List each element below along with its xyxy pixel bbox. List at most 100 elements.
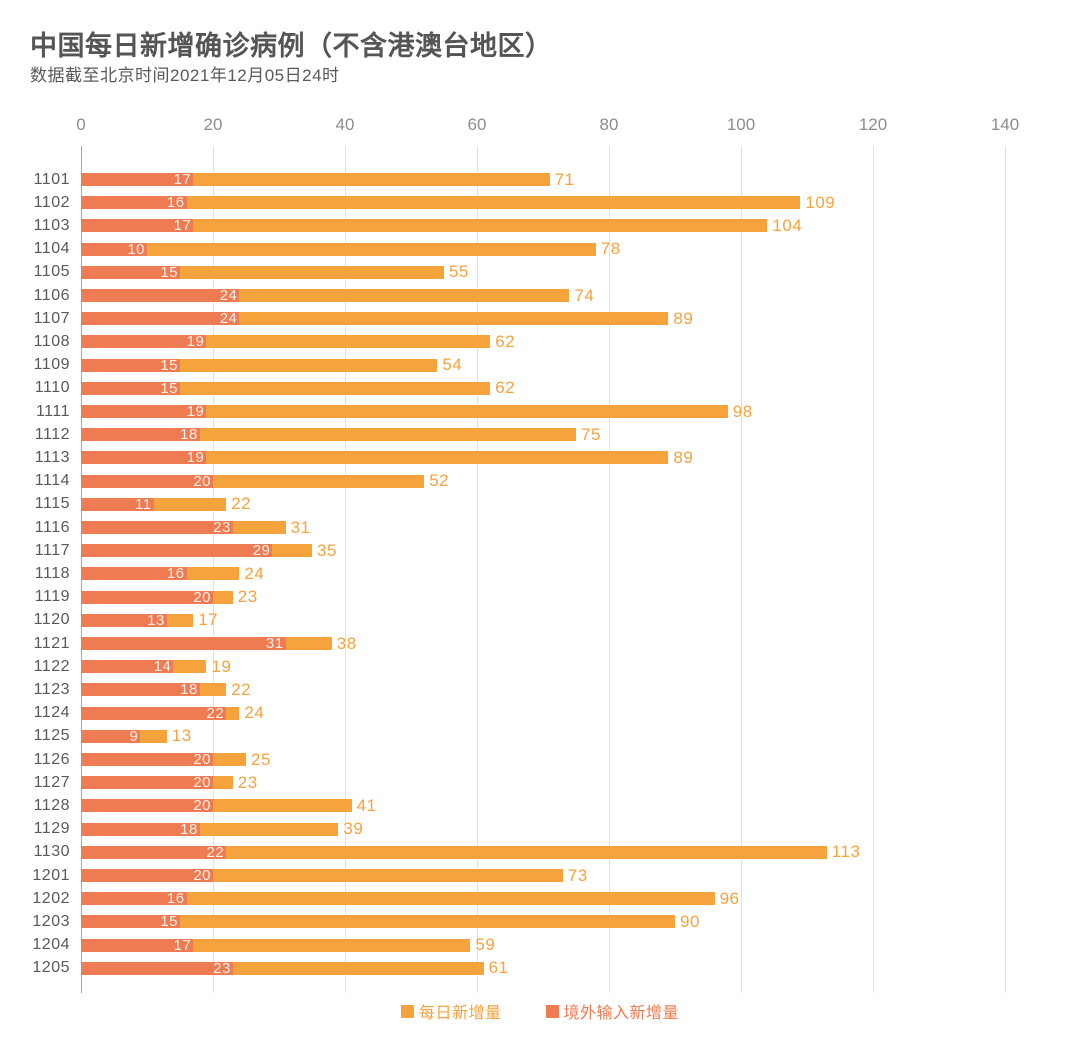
- daily-value-label: 13: [171, 726, 192, 746]
- imported-value-label: 18: [180, 681, 198, 699]
- date-label: 1120: [33, 611, 70, 629]
- daily-value-label: 78: [600, 239, 621, 259]
- imported-bar: 10: [81, 240, 147, 258]
- date-label: 1116: [34, 518, 70, 536]
- date-label: 1124: [33, 704, 70, 722]
- date-label: 1123: [33, 680, 70, 698]
- daily-bar: [81, 892, 715, 906]
- imported-value-label: 24: [219, 310, 238, 328]
- date-label: 1201: [32, 866, 70, 884]
- date-label: 1126: [33, 750, 70, 768]
- imported-bar: 17: [81, 936, 194, 954]
- daily-value-label: 62: [495, 378, 516, 398]
- imported-bar: 19: [81, 449, 207, 466]
- bar-row: 1122 14 19: [0, 655, 1080, 678]
- imported-value-label: 11: [135, 495, 152, 513]
- imported-bar: 20: [81, 867, 213, 884]
- imported-value-label: 24: [219, 287, 238, 305]
- gridline: [1005, 146, 1006, 993]
- imported-bar: 17: [81, 171, 194, 188]
- imported-value-label: 23: [213, 519, 231, 537]
- bar-row: 1120 13 17: [0, 609, 1080, 632]
- daily-bar: [81, 173, 550, 187]
- daily-value-label: 17: [198, 610, 219, 630]
- bar-row: 1104 10 78: [0, 238, 1080, 261]
- imported-value-label: 17: [173, 936, 192, 954]
- imported-bar: 16: [81, 890, 187, 908]
- daily-value-label: 23: [237, 587, 258, 607]
- daily-value-label: 74: [574, 285, 595, 305]
- bar-row: 1106 24 74: [0, 284, 1080, 307]
- gridline: [873, 146, 874, 993]
- date-label: 1112: [34, 425, 70, 443]
- date-label: 1202: [32, 889, 70, 907]
- daily-value-label: 59: [475, 935, 496, 955]
- gridline: [345, 146, 346, 993]
- bar-row: 1117 29 35: [0, 539, 1080, 562]
- daily-bar: [81, 242, 596, 256]
- legend-swatch: [400, 1004, 414, 1018]
- daily-value-label: 39: [343, 819, 364, 839]
- imported-value-label: 17: [173, 217, 192, 235]
- imported-bar: 20: [81, 473, 213, 490]
- imported-bar: 19: [81, 403, 207, 421]
- imported-bar: 20: [81, 774, 213, 791]
- daily-value-label: 98: [732, 401, 753, 421]
- daily-value-label: 113: [831, 842, 861, 862]
- imported-bar: 24: [81, 310, 240, 328]
- daily-value-label: 104: [772, 215, 803, 235]
- bar-row: 1107 24 89: [0, 307, 1080, 330]
- daily-value-label: 89: [673, 447, 694, 467]
- daily-value-label: 54: [442, 355, 463, 375]
- imported-bar: 15: [81, 357, 180, 374]
- date-label: 1113: [34, 448, 70, 466]
- bar-row: 1126 20 25: [0, 748, 1080, 771]
- imported-value-label: 23: [213, 959, 231, 977]
- imported-value-label: 15: [160, 263, 178, 281]
- daily-value-label: 19: [211, 656, 232, 676]
- imported-bar: 20: [81, 588, 213, 606]
- daily-value-label: 89: [673, 308, 694, 328]
- daily-bar: [81, 196, 801, 210]
- imported-bar: 22: [81, 705, 227, 722]
- bar-row: 1123 18 22: [0, 678, 1080, 701]
- date-label: 1125: [33, 727, 70, 745]
- daily-bar: [81, 219, 768, 233]
- bar-row: 1127 20 23: [0, 771, 1080, 794]
- date-label: 1117: [34, 541, 70, 559]
- bar-row: 1113 19 89: [0, 446, 1080, 469]
- daily-value-label: 62: [495, 331, 516, 351]
- x-axis-tick-label: 80: [599, 115, 619, 134]
- date-label: 1121: [33, 634, 70, 652]
- daily-value-label: 73: [567, 865, 588, 885]
- chart-subtitle: 数据截至北京时间2021年12月05日24时: [30, 66, 340, 85]
- x-axis-tick-label: 100: [726, 115, 756, 134]
- daily-value-label: 23: [237, 772, 258, 792]
- daily-value-label: 61: [488, 958, 509, 978]
- imported-value-label: 20: [193, 588, 211, 606]
- bar-row: 1114 20 52: [0, 470, 1080, 493]
- imported-value-label: 16: [166, 890, 185, 908]
- daily-value-label: 35: [317, 540, 337, 560]
- imported-bar: 15: [81, 263, 180, 281]
- imported-bar: 18: [81, 426, 200, 444]
- imported-value-label: 19: [186, 403, 205, 421]
- daily-value-label: 75: [581, 424, 601, 444]
- legend-item: 境外输入新增量: [545, 999, 680, 1023]
- x-axis-tick-label: 0: [76, 115, 86, 134]
- bar-row: 1201 20 73: [0, 864, 1080, 887]
- daily-bar: [81, 381, 491, 395]
- bar-row: 1112 18 75: [0, 423, 1080, 446]
- imported-value-label: 18: [180, 426, 198, 444]
- bar-row: 1204 17 59: [0, 934, 1080, 957]
- imported-bar: 17: [81, 217, 194, 235]
- daily-bar: [81, 428, 576, 442]
- date-label: 1130: [33, 843, 70, 861]
- daily-value-label: 96: [719, 888, 740, 908]
- imported-bar: 16: [81, 194, 187, 211]
- bar-row: 1108 19 62: [0, 330, 1080, 353]
- daily-value-label: 52: [429, 471, 450, 491]
- imported-bar: 18: [81, 681, 200, 699]
- imported-value-label: 10: [127, 240, 145, 258]
